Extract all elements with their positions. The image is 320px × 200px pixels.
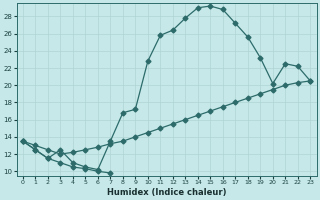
X-axis label: Humidex (Indice chaleur): Humidex (Indice chaleur) (107, 188, 226, 197)
